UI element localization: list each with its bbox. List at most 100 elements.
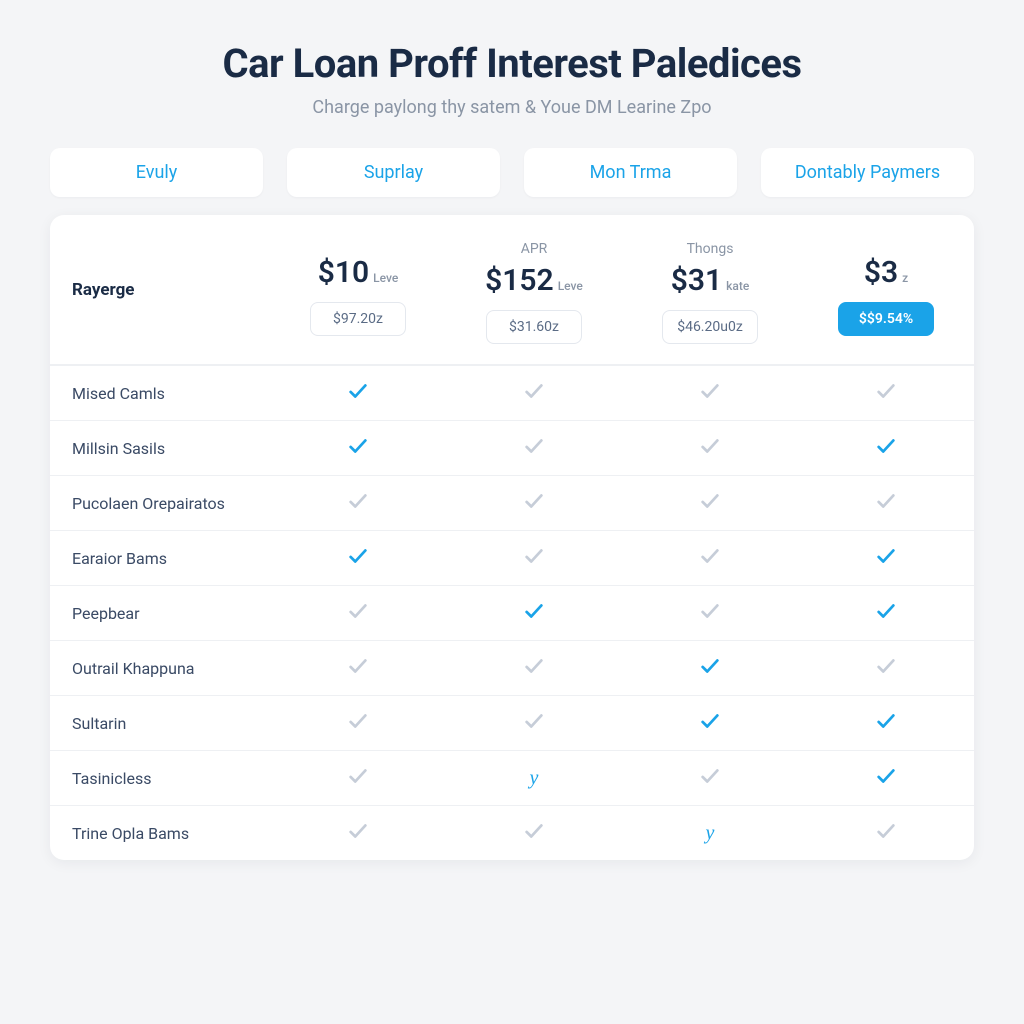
tabs-bar: Evuly Suprlay Mon Trma Dontably Paymers — [50, 148, 974, 197]
check-active-icon — [699, 655, 721, 677]
check-muted-icon — [347, 765, 369, 787]
feature-label: Sultarin — [50, 714, 270, 733]
feature-cell — [622, 641, 798, 695]
feature-cell — [270, 531, 446, 585]
script-glyph-icon: y — [530, 767, 539, 789]
script-glyph-icon: y — [706, 822, 715, 844]
check-muted-icon — [875, 490, 897, 512]
plan-1-toplabel: APR — [458, 241, 610, 257]
feature-cell — [270, 421, 446, 475]
check-muted-icon — [523, 545, 545, 567]
check-muted-icon — [699, 490, 721, 512]
plan-3-cta[interactable]: $$9.54% — [838, 302, 934, 336]
plan-2-sub[interactable]: $46.20u0z — [662, 310, 758, 344]
tab-1[interactable]: Suprlay — [287, 148, 500, 197]
check-active-icon — [347, 380, 369, 402]
tab-3[interactable]: Dontably Paymers — [761, 148, 974, 197]
feature-cell — [446, 421, 622, 475]
feature-cell — [622, 421, 798, 475]
check-active-icon — [875, 765, 897, 787]
feature-cell — [446, 366, 622, 420]
feature-label: Millsin Sasils — [50, 439, 270, 458]
feature-cell — [270, 641, 446, 695]
feature-cell — [270, 586, 446, 640]
check-active-icon — [875, 600, 897, 622]
feature-cell — [798, 641, 974, 695]
check-muted-icon — [347, 655, 369, 677]
plan-1-sub[interactable]: $31.60z — [486, 310, 582, 344]
feature-cell — [270, 806, 446, 860]
plan-3-suffix: z — [902, 271, 908, 285]
plan-1-suffix: Leve — [558, 279, 583, 293]
feature-label: Mised Camls — [50, 384, 270, 403]
tab-2[interactable]: Mon Trma — [524, 148, 737, 197]
feature-row: Sultarin — [50, 695, 974, 750]
features-body: Mised Camls Millsin Sasils Pucolaen Orepai… — [50, 365, 974, 860]
feature-cell — [446, 531, 622, 585]
feature-row: Outrail Khappuna — [50, 640, 974, 695]
feature-cell: y — [446, 753, 622, 804]
feature-label: Outrail Khappuna — [50, 659, 270, 678]
feature-cell — [446, 586, 622, 640]
feature-row: Earaior Bams — [50, 530, 974, 585]
feature-label: Tasinicless — [50, 769, 270, 788]
feature-cell — [798, 806, 974, 860]
check-muted-icon — [699, 765, 721, 787]
check-active-icon — [875, 710, 897, 732]
feature-cell — [270, 366, 446, 420]
feature-row: Tasinicless y — [50, 750, 974, 805]
plan-2-toplabel: Thongs — [634, 241, 786, 257]
feature-cell — [622, 586, 798, 640]
feature-cell — [798, 476, 974, 530]
plan-3-price: $3 — [864, 255, 898, 290]
plan-0-price: $10 — [318, 255, 369, 290]
feature-label: Earaior Bams — [50, 549, 270, 568]
check-muted-icon — [523, 380, 545, 402]
feature-row: Pucolaen Orepairatos — [50, 475, 974, 530]
feature-cell — [270, 696, 446, 750]
feature-cell — [798, 751, 974, 805]
feature-cell — [446, 476, 622, 530]
check-muted-icon — [347, 710, 369, 732]
feature-row: Trine Opla Bams y — [50, 805, 974, 860]
check-muted-icon — [523, 490, 545, 512]
feature-row: Peepbear — [50, 585, 974, 640]
feature-cell — [622, 751, 798, 805]
plan-2: Thongs $31 kate $46.20u0z — [622, 215, 798, 364]
check-muted-icon — [699, 545, 721, 567]
check-muted-icon — [347, 600, 369, 622]
feature-cell — [270, 476, 446, 530]
feature-cell — [446, 641, 622, 695]
feature-cell — [798, 366, 974, 420]
feature-cell — [798, 586, 974, 640]
feature-cell — [798, 531, 974, 585]
feature-cell — [446, 696, 622, 750]
feature-cell — [622, 696, 798, 750]
plan-3: $3 z $$9.54% — [798, 223, 974, 356]
page-title: Car Loan Proff Interest Paledices — [50, 40, 974, 87]
feature-row: Millsin Sasils — [50, 420, 974, 475]
check-muted-icon — [347, 490, 369, 512]
feature-cell — [622, 531, 798, 585]
row-label: Rayerge — [50, 280, 270, 300]
feature-cell — [622, 366, 798, 420]
plan-header-row: Rayerge $10 Leve $97.20z APR $152 Leve $… — [50, 215, 974, 365]
check-active-icon — [875, 545, 897, 567]
feature-cell: y — [622, 808, 798, 859]
feature-row: Mised Camls — [50, 365, 974, 420]
feature-label: Peepbear — [50, 604, 270, 623]
plan-0-sub[interactable]: $97.20z — [310, 302, 406, 336]
plan-0: $10 Leve $97.20z — [270, 223, 446, 356]
check-muted-icon — [875, 655, 897, 677]
tab-0[interactable]: Evuly — [50, 148, 263, 197]
check-muted-icon — [875, 380, 897, 402]
feature-label: Trine Opla Bams — [50, 824, 270, 843]
check-muted-icon — [523, 820, 545, 842]
feature-cell — [270, 751, 446, 805]
plan-2-suffix: kate — [726, 279, 749, 293]
feature-label: Pucolaen Orepairatos — [50, 494, 270, 513]
feature-cell — [798, 696, 974, 750]
check-muted-icon — [347, 820, 369, 842]
check-muted-icon — [523, 710, 545, 732]
plan-0-suffix: Leve — [373, 271, 398, 285]
